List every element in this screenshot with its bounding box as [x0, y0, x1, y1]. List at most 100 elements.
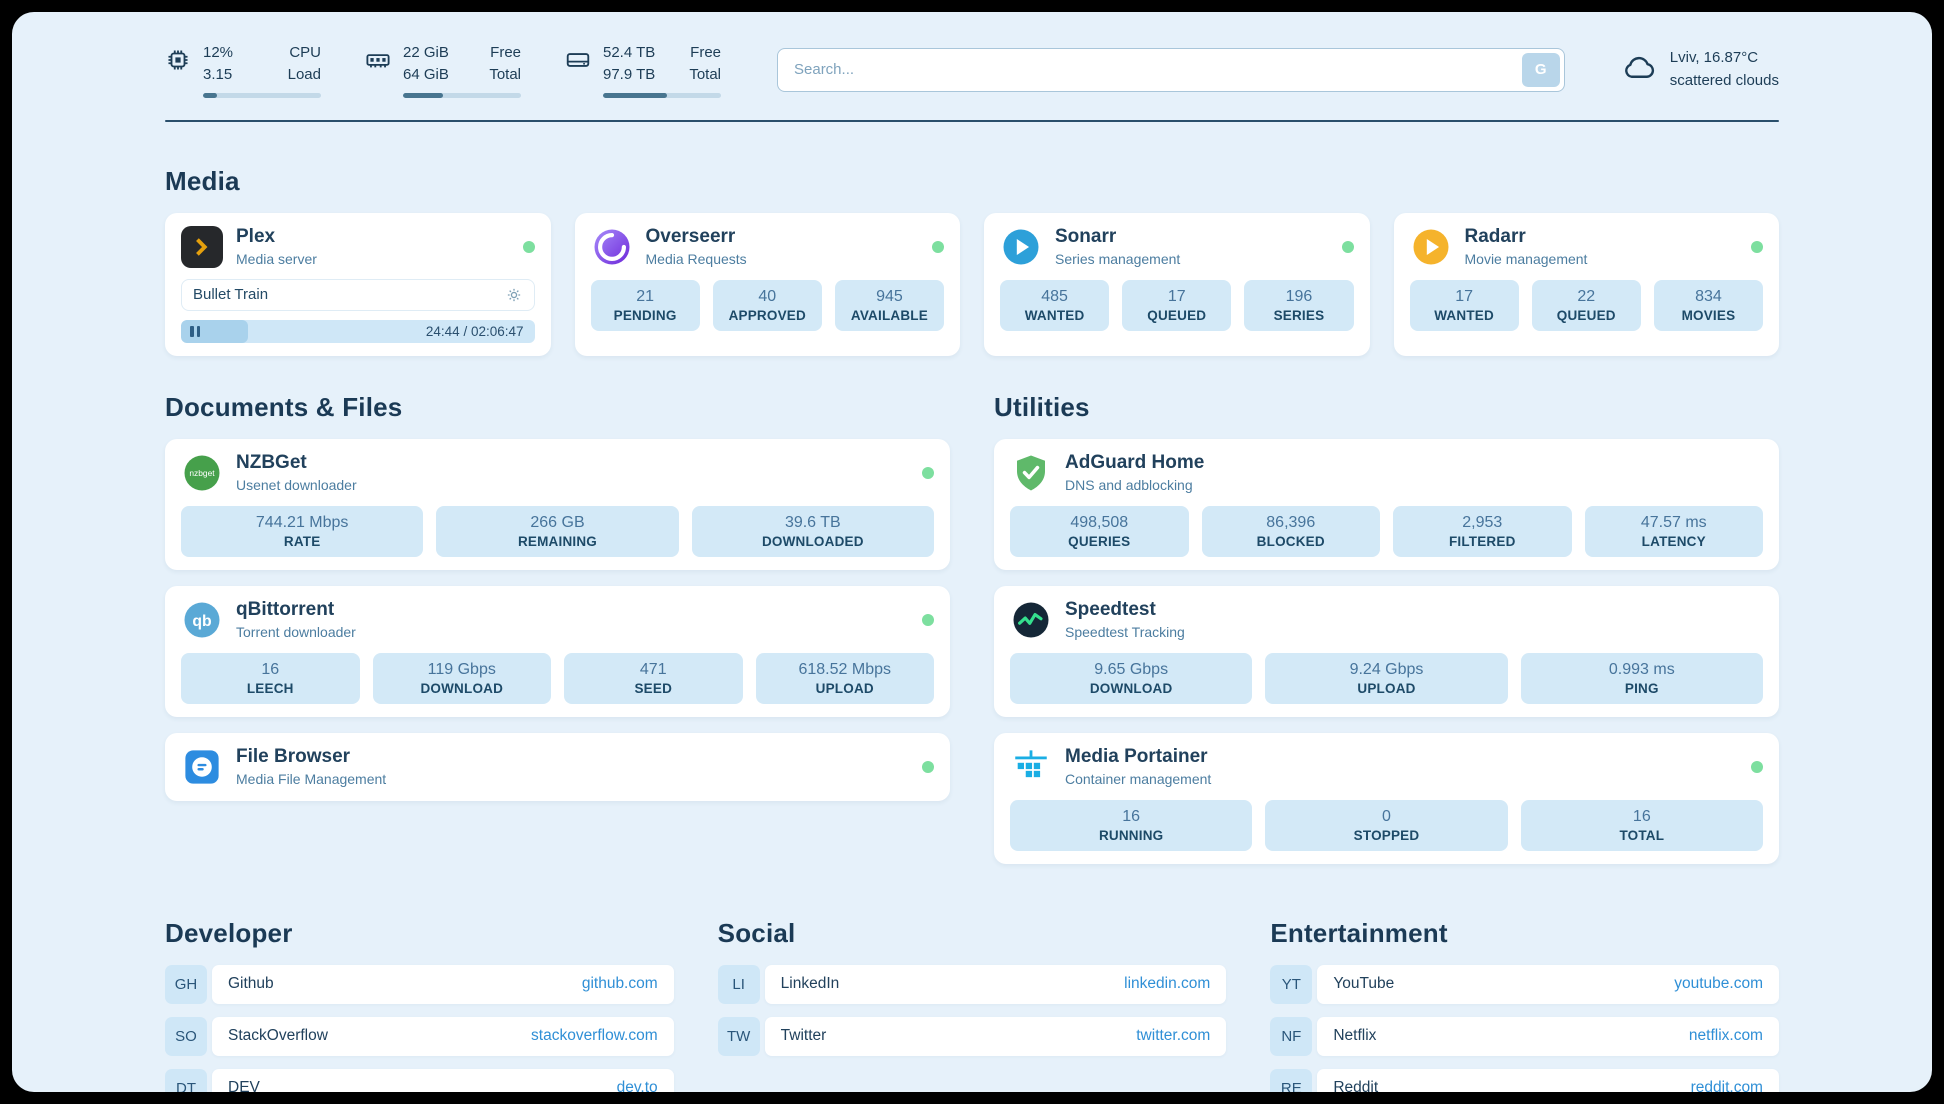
- app-card-radarr[interactable]: Radarr Movie management 17 WANTED 22 QUE…: [1393, 212, 1779, 356]
- portainer-icon: [1010, 746, 1052, 788]
- app-subtitle: DNS and adblocking: [1065, 477, 1193, 493]
- documents-column: Documents & Files nzbget NZBGet U: [165, 356, 950, 801]
- playback-progress-fill: [181, 319, 249, 343]
- stat-box-blocked: 86,396 BLOCKED: [1201, 505, 1380, 557]
- search-input[interactable]: [777, 47, 1565, 92]
- overseerr-icon: [591, 226, 633, 268]
- stat-label: DOWNLOADED: [761, 533, 864, 549]
- stat-value: 17: [1455, 287, 1473, 305]
- bookmark-netflix[interactable]: NF Netflix netflix.com: [1270, 1016, 1779, 1056]
- stat-label: LEECH: [246, 680, 294, 696]
- bookmark-abbr: GH: [165, 964, 207, 1004]
- stat-box-movies: 834 MOVIES: [1653, 279, 1764, 331]
- stat-value: 40: [758, 287, 777, 305]
- search-engine-button[interactable]: G: [1521, 52, 1560, 87]
- stat-value: 119 Gbps: [427, 660, 496, 678]
- bookmark-url: reddit.com: [1690, 1079, 1763, 1092]
- stat-label: RUNNING: [1098, 827, 1164, 843]
- bookmark-stackoverflow[interactable]: SO StackOverflow stackoverflow.com: [165, 1016, 674, 1056]
- now-playing-row: Bullet Train: [181, 278, 535, 311]
- bookmark-abbr: SO: [165, 1016, 207, 1056]
- stat-value: 945: [876, 287, 903, 305]
- playback-time: 24:44 / 02:06:47: [425, 323, 524, 339]
- bookmark-youtube[interactable]: YT YouTube youtube.com: [1270, 964, 1779, 1004]
- disk-label-top: Free: [690, 44, 721, 61]
- stat-label: WANTED: [1434, 307, 1494, 323]
- card-header: Sonarr Series management: [1000, 226, 1354, 268]
- cpu-load-value: 3.15: [203, 65, 233, 83]
- search-container: G: [777, 47, 1565, 92]
- app-subtitle: Media File Management: [236, 771, 387, 787]
- stat-value: 2,953: [1462, 513, 1503, 531]
- app-card-sonarr[interactable]: Sonarr Series management 485 WANTED 17 Q…: [984, 212, 1370, 356]
- app-card-speedtest[interactable]: Speedtest Speedtest Tracking 9.65 Gbps D…: [994, 585, 1779, 717]
- app-name: Overseerr: [645, 226, 736, 247]
- pause-icon[interactable]: [190, 325, 200, 337]
- bookmark-name: Reddit: [1333, 1079, 1379, 1092]
- cpu-progress-fill: [203, 92, 218, 98]
- app-name: NZBGet: [236, 452, 307, 473]
- stat-label: DOWNLOAD: [1089, 680, 1173, 696]
- stat-box-queued: 17 QUEUED: [1122, 279, 1232, 331]
- stat-box-queued: 22 QUEUED: [1531, 279, 1641, 331]
- adguard-icon: [1010, 452, 1052, 494]
- stat-value: 16: [1632, 807, 1651, 825]
- bookmark-abbr: NF: [1270, 1016, 1313, 1056]
- app-subtitle: Movie management: [1464, 251, 1588, 267]
- app-card-nzbget[interactable]: nzbget NZBGet Usenet downloader 744.21 M…: [165, 438, 950, 570]
- app-card-plex[interactable]: Plex Media server Bullet Train 24: [165, 212, 551, 356]
- bookmark-name: Netflix: [1333, 1027, 1377, 1044]
- stat-value: 21: [636, 287, 654, 305]
- stat-value: 0: [1382, 807, 1391, 825]
- bookmark-dev[interactable]: DT DEV dev.to: [165, 1068, 674, 1092]
- stat-label: SERIES: [1273, 307, 1325, 323]
- stat-box-approved: 40 APPROVED: [712, 279, 822, 331]
- disk-progress-fill: [603, 92, 667, 98]
- plex-icon: [181, 225, 223, 268]
- app-meta: NZBGet Usenet downloader: [236, 452, 357, 493]
- app-card-adguard[interactable]: AdGuard Home DNS and adblocking 498,508 …: [994, 438, 1779, 570]
- stat-value: 9.65 Gbps: [1094, 660, 1169, 678]
- bookmark-abbr: DT: [165, 1068, 207, 1092]
- stat-box-queries: 498,508 QUERIES: [1010, 505, 1189, 557]
- ram-label-bottom: Total: [489, 65, 521, 83]
- card-header: Radarr Movie management: [1410, 226, 1763, 268]
- bookmark-reddit[interactable]: RE Reddit reddit.com: [1270, 1068, 1779, 1092]
- app-card-portainer[interactable]: Media Portainer Container management 16 …: [994, 732, 1779, 864]
- app-card-filebrowser[interactable]: File Browser Media File Management: [165, 732, 950, 801]
- gear-icon[interactable]: [505, 286, 523, 304]
- bookmark-github[interactable]: GH Github github.com: [165, 964, 674, 1004]
- stat-value: 744.21 Mbps: [255, 513, 349, 531]
- app-name: Plex: [236, 226, 276, 247]
- app-subtitle: Container management: [1065, 771, 1212, 787]
- bookmark-abbr: YT: [1270, 964, 1313, 1004]
- playback-progress-bar[interactable]: 24:44 / 02:06:47: [181, 319, 535, 343]
- app-subtitle: Media Requests: [645, 251, 747, 267]
- stat-value: 485: [1041, 287, 1068, 305]
- bookmark-name: DEV: [228, 1079, 260, 1092]
- stat-label: PENDING: [613, 307, 677, 323]
- app-card-qbittorrent[interactable]: qb qBittorrent Torrent downloader 16 LEE…: [165, 585, 950, 717]
- bookmark-linkedin[interactable]: LI LinkedIn linkedin.com: [717, 964, 1227, 1004]
- hard-drive-icon: [565, 47, 591, 78]
- bookmarks-entertainment: Entertainment YT YouTube youtube.com NF …: [1270, 888, 1779, 1092]
- ram-label-top: Free: [490, 44, 521, 61]
- stat-value: 266 GB: [530, 513, 585, 531]
- cpu-icon: [165, 47, 191, 78]
- stat-label: RATE: [283, 533, 321, 549]
- bookmark-url: youtube.com: [1674, 975, 1763, 992]
- app-subtitle: Media server: [236, 251, 317, 267]
- bookmark-twitter[interactable]: TW Twitter twitter.com: [717, 1016, 1227, 1056]
- status-dot-online: [932, 240, 944, 253]
- card-header: nzbget NZBGet Usenet downloader: [181, 452, 934, 494]
- stat-box-wanted: 17 WANTED: [1409, 279, 1519, 331]
- app-meta: Sonarr Series management: [1055, 226, 1180, 267]
- stat-label: REMAINING: [517, 533, 598, 549]
- stat-value: 17: [1167, 287, 1186, 305]
- stat-label: FILTERED: [1448, 533, 1516, 549]
- stat-label: QUEUED: [1556, 307, 1616, 323]
- stat-box-series: 196 SERIES: [1244, 279, 1354, 331]
- stats-row: 16 RUNNING 0 STOPPED 16 TOTAL: [1010, 799, 1763, 851]
- app-card-overseerr[interactable]: Overseerr Media Requests 21 PENDING 40 A…: [574, 212, 960, 356]
